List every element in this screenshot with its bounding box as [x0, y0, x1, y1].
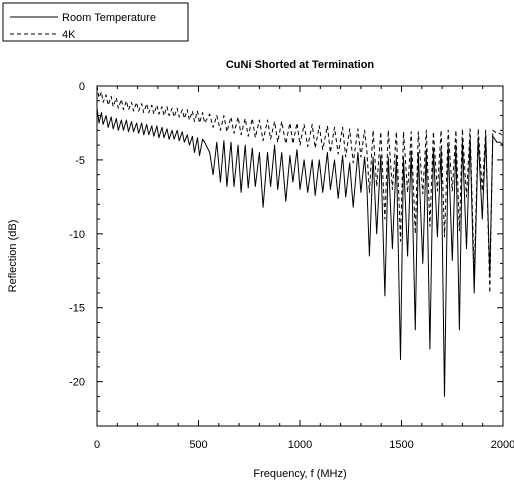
y-axis-label: Reflection (dB)	[7, 220, 19, 293]
legend-label-4k: 4K	[62, 29, 76, 41]
series-line-4k	[96, 85, 504, 294]
x-axis-tick-labels: 0 500 1000 1500 2000	[94, 439, 514, 451]
chart-title: CuNi Shorted at Termination	[226, 59, 375, 71]
x-tick-label: 500	[189, 439, 207, 451]
x-tick-label: 2000	[491, 439, 514, 451]
y-tick-label: -15	[69, 303, 85, 315]
x-tick-label: 1000	[288, 439, 312, 451]
y-tick-label: -20	[69, 377, 85, 389]
y-axis-ticks	[97, 85, 503, 427]
y-tick-label: 0	[79, 81, 85, 93]
x-tick-label: 0	[94, 439, 100, 451]
series-line-room-temperature	[96, 108, 504, 397]
y-tick-label: -10	[69, 229, 85, 241]
x-tick-label: 1500	[389, 439, 413, 451]
x-axis-label: Frequency, f (MHz)	[253, 468, 346, 480]
series-layer	[96, 85, 504, 397]
legend-label-room-temperature: Room Temperature	[62, 12, 156, 24]
y-axis-tick-labels: 0 -5 -10 -15 -20	[69, 81, 85, 389]
legend-box	[2, 2, 189, 42]
x-axis-ticks	[96, 86, 504, 426]
legend: Room Temperature 4K	[2, 2, 189, 42]
y-tick-label: -5	[75, 155, 85, 167]
